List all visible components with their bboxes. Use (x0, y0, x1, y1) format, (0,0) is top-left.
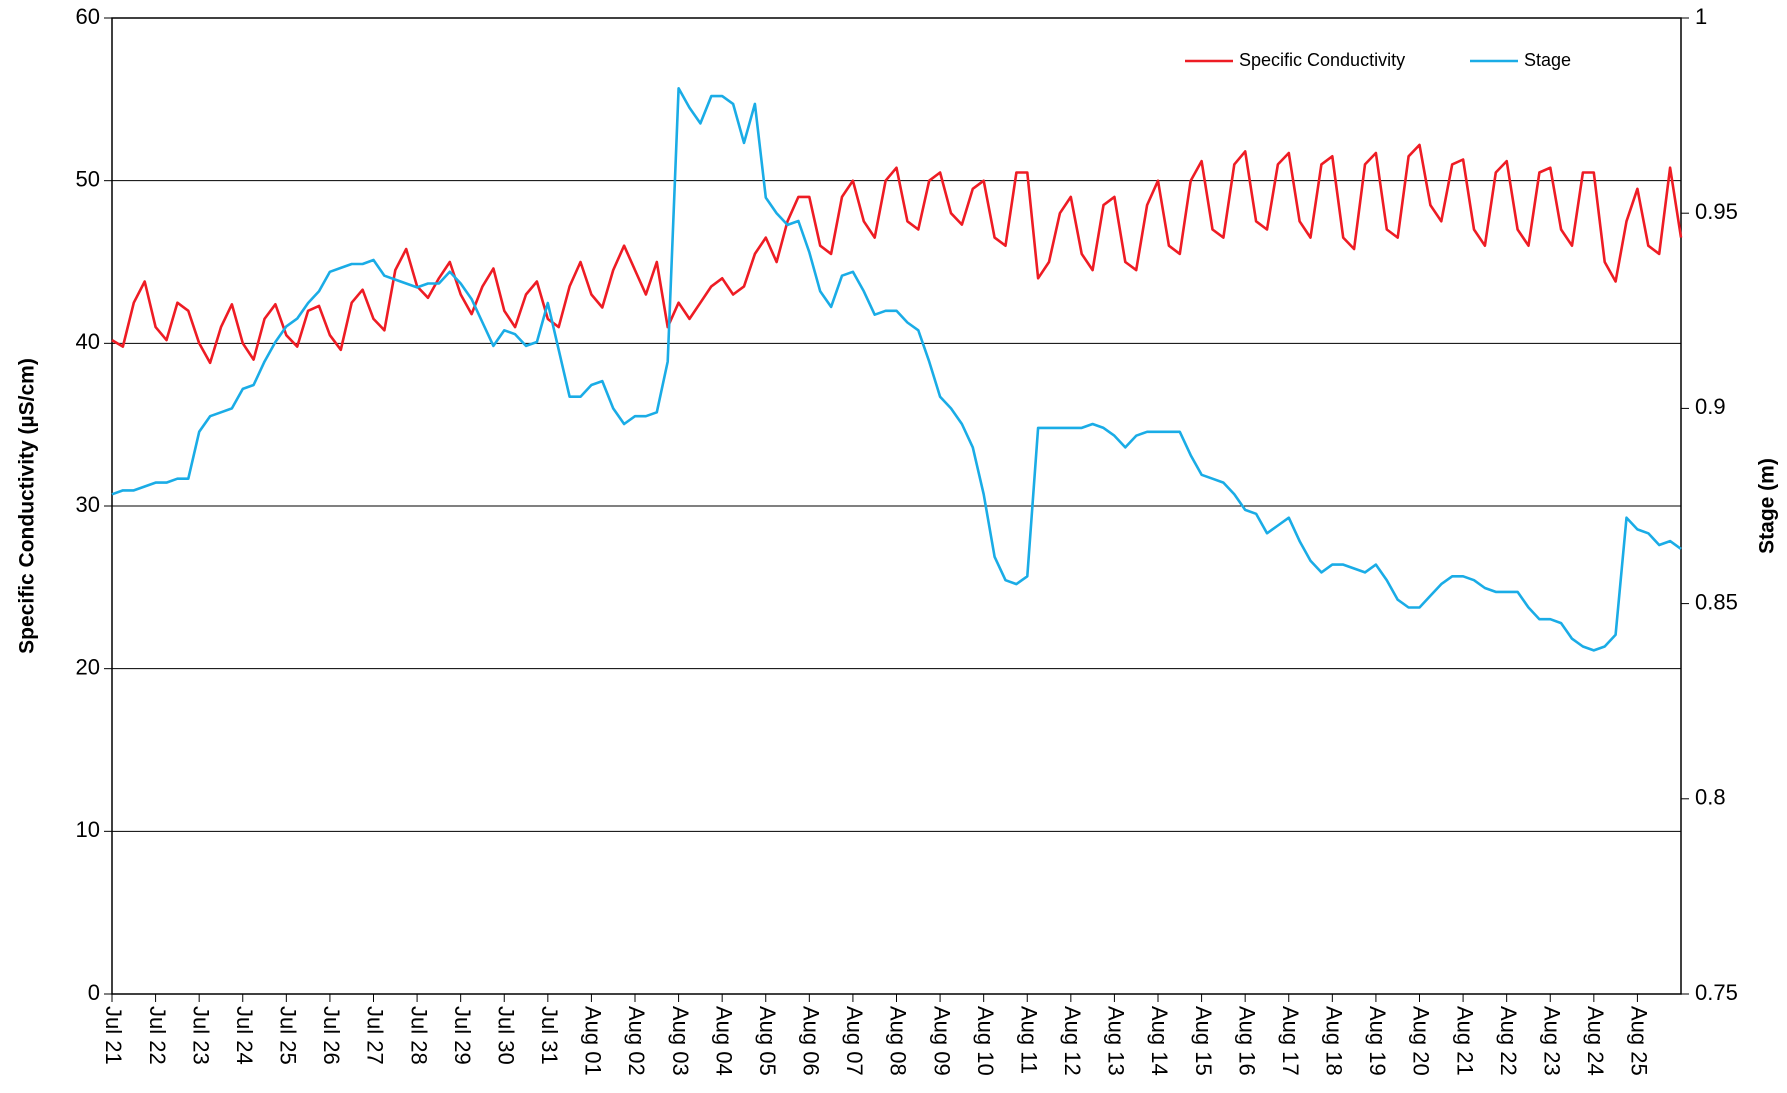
plot-frame (111, 17, 1682, 995)
y-tick-label: 10 (76, 817, 100, 842)
x-tick-label: Jul 31 (537, 1006, 562, 1065)
y2-tick-label: 0.8 (1695, 785, 1726, 810)
y2-tick-label: 0.9 (1695, 394, 1726, 419)
x-tick-label: Jul 26 (319, 1006, 344, 1065)
x-tick-label: Aug 01 (581, 1006, 606, 1076)
x-tick-label: Aug 09 (929, 1006, 954, 1076)
y-tick-label: 40 (76, 329, 100, 354)
x-tick-label: Aug 22 (1496, 1006, 1521, 1076)
x-tick-label: Aug 17 (1278, 1006, 1303, 1076)
x-tick-label: Aug 05 (755, 1006, 780, 1076)
x-tick-label: Aug 03 (668, 1006, 693, 1076)
x-tick-label: Aug 10 (973, 1006, 998, 1076)
x-tick-label: Aug 24 (1583, 1006, 1608, 1076)
y-tick-label: 60 (76, 4, 100, 29)
y2-tick-label: 0.85 (1695, 589, 1738, 614)
x-tick-label: Aug 04 (711, 1006, 736, 1076)
series-line (111, 143, 1683, 365)
y-tick-label: 20 (76, 654, 100, 679)
x-tick-label: Jul 29 (450, 1006, 475, 1065)
legend-label: Stage (1524, 50, 1571, 70)
x-tick-label: Aug 15 (1191, 1006, 1216, 1076)
x-tick-label: Aug 07 (842, 1006, 867, 1076)
series-line (111, 87, 1682, 652)
y-tick-label: 50 (76, 166, 100, 191)
y-axis-title: Specific Conductivity (µS/cm) (16, 358, 39, 654)
y-tick-label: 0 (88, 980, 100, 1005)
legend-label: Specific Conductivity (1239, 50, 1405, 70)
x-tick-label: Aug 18 (1322, 1006, 1347, 1076)
x-tick-label: Jul 30 (493, 1006, 518, 1065)
x-tick-label: Aug 12 (1060, 1006, 1085, 1076)
x-tick-label: Jul 21 (101, 1006, 126, 1065)
x-tick-label: Aug 20 (1409, 1006, 1434, 1076)
x-tick-label: Jul 27 (363, 1006, 388, 1065)
x-tick-label: Aug 23 (1539, 1006, 1564, 1076)
x-tick-label: Aug 08 (886, 1006, 911, 1076)
x-tick-label: Jul 24 (232, 1006, 257, 1065)
y2-tick-label: 0.75 (1695, 980, 1738, 1005)
x-tick-label: Aug 02 (624, 1006, 649, 1076)
x-tick-label: Aug 11 (1016, 1006, 1041, 1074)
x-tick-label: Jul 25 (276, 1006, 301, 1065)
x-tick-label: Jul 23 (188, 1006, 213, 1065)
x-tick-label: Jul 28 (406, 1006, 431, 1065)
x-tick-label: Aug 25 (1627, 1006, 1652, 1076)
y2-tick-label: 0.95 (1695, 199, 1738, 224)
x-tick-label: Aug 21 (1452, 1006, 1477, 1076)
y2-tick-label: 1 (1695, 4, 1707, 29)
y-tick-label: 30 (76, 492, 100, 517)
x-tick-label: Aug 13 (1104, 1006, 1129, 1076)
y2-axis-title: Stage (m) (1756, 458, 1779, 554)
x-tick-label: Aug 19 (1365, 1006, 1390, 1076)
x-tick-label: Aug 14 (1147, 1006, 1172, 1076)
x-tick-label: Aug 06 (799, 1006, 824, 1076)
x-tick-label: Aug 16 (1234, 1006, 1259, 1076)
x-tick-label: Jul 22 (145, 1006, 170, 1065)
